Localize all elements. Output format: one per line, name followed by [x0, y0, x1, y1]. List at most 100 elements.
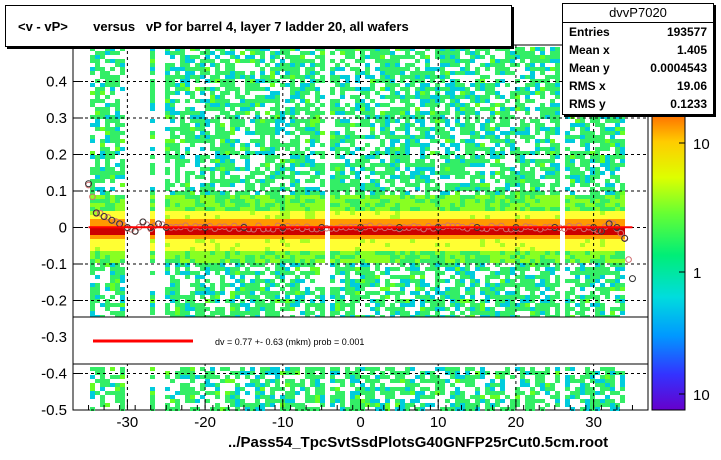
heatmap-cell	[310, 167, 315, 171]
heatmap-cell	[470, 123, 475, 127]
heatmap-cell	[330, 131, 335, 135]
heatmap-cell	[290, 75, 295, 79]
heatmap-cell	[460, 395, 465, 399]
heatmap-cell	[395, 135, 400, 139]
heatmap-cell	[105, 135, 110, 139]
heatmap-cell	[315, 267, 320, 271]
heatmap-cell	[190, 91, 195, 95]
heatmap-cell	[225, 235, 230, 239]
heatmap-cell	[340, 259, 345, 263]
heatmap-cell	[565, 147, 570, 151]
heatmap-cell	[335, 163, 340, 167]
heatmap-cell	[385, 291, 390, 295]
heatmap-cell	[445, 47, 450, 51]
heatmap-cell	[205, 263, 210, 267]
heatmap-cell	[530, 59, 535, 63]
heatmap-cell	[550, 267, 555, 271]
heatmap-cell	[110, 383, 115, 387]
heatmap-cell	[330, 147, 335, 151]
heatmap-cell	[100, 403, 105, 407]
heatmap-cell	[120, 403, 125, 407]
heatmap-cell	[440, 99, 445, 103]
heatmap-cell	[370, 187, 375, 191]
heatmap-cell	[425, 91, 430, 95]
heatmap-cell	[205, 67, 210, 71]
heatmap-cell	[510, 199, 515, 203]
heatmap-cell	[210, 243, 215, 247]
heatmap-cell	[420, 71, 425, 75]
heatmap-cell	[520, 295, 525, 299]
heatmap-cell	[115, 303, 120, 307]
heatmap-cell	[430, 223, 435, 227]
heatmap-cell	[335, 395, 340, 399]
heatmap-cell	[365, 123, 370, 127]
heatmap-cell	[480, 143, 485, 147]
heatmap-cell	[105, 147, 110, 151]
heatmap-cell	[530, 159, 535, 163]
heatmap-cell	[395, 127, 400, 131]
heatmap-cell	[315, 79, 320, 83]
heatmap-cell	[440, 383, 445, 387]
heatmap-cell	[425, 255, 430, 259]
heatmap-cell	[270, 147, 275, 151]
heatmap-cell	[165, 103, 170, 107]
heatmap-cell	[245, 239, 250, 243]
heatmap-cell	[285, 243, 290, 247]
heatmap-cell	[390, 179, 395, 183]
heatmap-cell	[195, 119, 200, 123]
heatmap-cell	[525, 123, 530, 127]
heatmap-cell	[285, 251, 290, 255]
heatmap-cell	[440, 379, 445, 383]
heatmap-cell	[290, 203, 295, 207]
heatmap-cell	[505, 175, 510, 179]
heatmap-cell	[110, 207, 115, 211]
heatmap-cell	[555, 119, 560, 123]
heatmap-cell	[440, 231, 445, 235]
heatmap-cell	[465, 267, 470, 271]
heatmap-cell	[165, 151, 170, 155]
heatmap-cell	[400, 275, 405, 279]
heatmap-cell	[150, 395, 155, 399]
heatmap-cell	[205, 255, 210, 259]
heatmap-cell	[310, 191, 315, 195]
heatmap-cell	[270, 259, 275, 263]
heatmap-cell	[165, 251, 170, 255]
heatmap-cell	[530, 63, 535, 67]
heatmap-cell	[475, 51, 480, 55]
heatmap-cell	[515, 263, 520, 267]
heatmap-cell	[190, 247, 195, 251]
heatmap-cell	[175, 219, 180, 223]
heatmap-cell	[410, 303, 415, 307]
heatmap-cell	[305, 235, 310, 239]
heatmap-cell	[490, 63, 495, 67]
heatmap-cell	[545, 171, 550, 175]
heatmap-cell	[245, 151, 250, 155]
heatmap-cell	[190, 379, 195, 383]
heatmap-cell	[270, 179, 275, 183]
heatmap-cell	[545, 211, 550, 215]
heatmap-cell	[510, 171, 515, 175]
heatmap-cell	[165, 203, 170, 207]
heatmap-cell	[545, 287, 550, 291]
heatmap-cell	[195, 135, 200, 139]
heatmap-cell	[465, 51, 470, 55]
heatmap-cell	[100, 171, 105, 175]
heatmap-cell	[235, 267, 240, 271]
heatmap-cell	[395, 187, 400, 191]
heatmap-cell	[105, 199, 110, 203]
heatmap-cell	[330, 251, 335, 255]
heatmap-cell	[420, 151, 425, 155]
heatmap-cell	[385, 115, 390, 119]
heatmap-cell	[380, 243, 385, 247]
heatmap-cell	[215, 215, 220, 219]
heatmap-cell	[520, 127, 525, 131]
heatmap-cell	[245, 147, 250, 151]
heatmap-cell	[340, 179, 345, 183]
heatmap-cell	[555, 295, 560, 299]
heatmap-cell	[520, 379, 525, 383]
heatmap-cell	[410, 63, 415, 67]
heatmap-cell	[115, 75, 120, 79]
heatmap-cell	[310, 151, 315, 155]
heatmap-cell	[515, 211, 520, 215]
heatmap-cell	[270, 175, 275, 179]
